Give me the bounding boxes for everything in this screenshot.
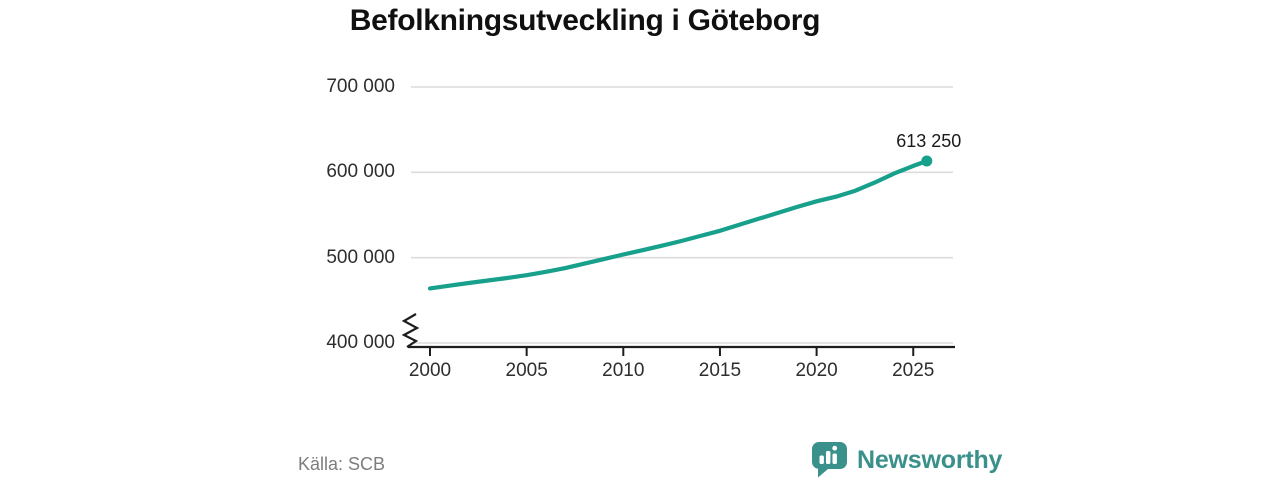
x-tick-label-2020: 2020 bbox=[795, 360, 838, 381]
x-tick-label-2015: 2015 bbox=[698, 360, 742, 381]
newsworthy-logo: Newsworthy bbox=[811, 441, 1002, 479]
x-tick-label-2010: 2010 bbox=[602, 360, 645, 381]
y-tick-label-600000: 600 000 bbox=[326, 161, 395, 183]
series-end-dot bbox=[921, 155, 933, 167]
population-series-line bbox=[427, 158, 929, 291]
endpoint-value-label: 613 250 bbox=[896, 131, 962, 152]
y-tick-label-400000: 400 000 bbox=[326, 332, 395, 353]
chart-title: Befolkningsutveckling i Göteborg bbox=[349, 4, 821, 37]
y-axis-break-icon bbox=[401, 313, 420, 348]
x-tick-label-2000: 2000 bbox=[408, 360, 452, 381]
y-tick-label-700000: 700 000 bbox=[326, 76, 395, 97]
source-note: Källa: SCB bbox=[298, 454, 386, 474]
newsworthy-wordmark: Newsworthy bbox=[857, 445, 1003, 474]
newsworthy-bubble-chart-icon bbox=[812, 442, 847, 478]
y-tick-label-500000: 500 000 bbox=[326, 246, 395, 268]
x-tick-label-2005: 2005 bbox=[505, 360, 548, 381]
x-tick-label-2025: 2025 bbox=[892, 360, 935, 381]
